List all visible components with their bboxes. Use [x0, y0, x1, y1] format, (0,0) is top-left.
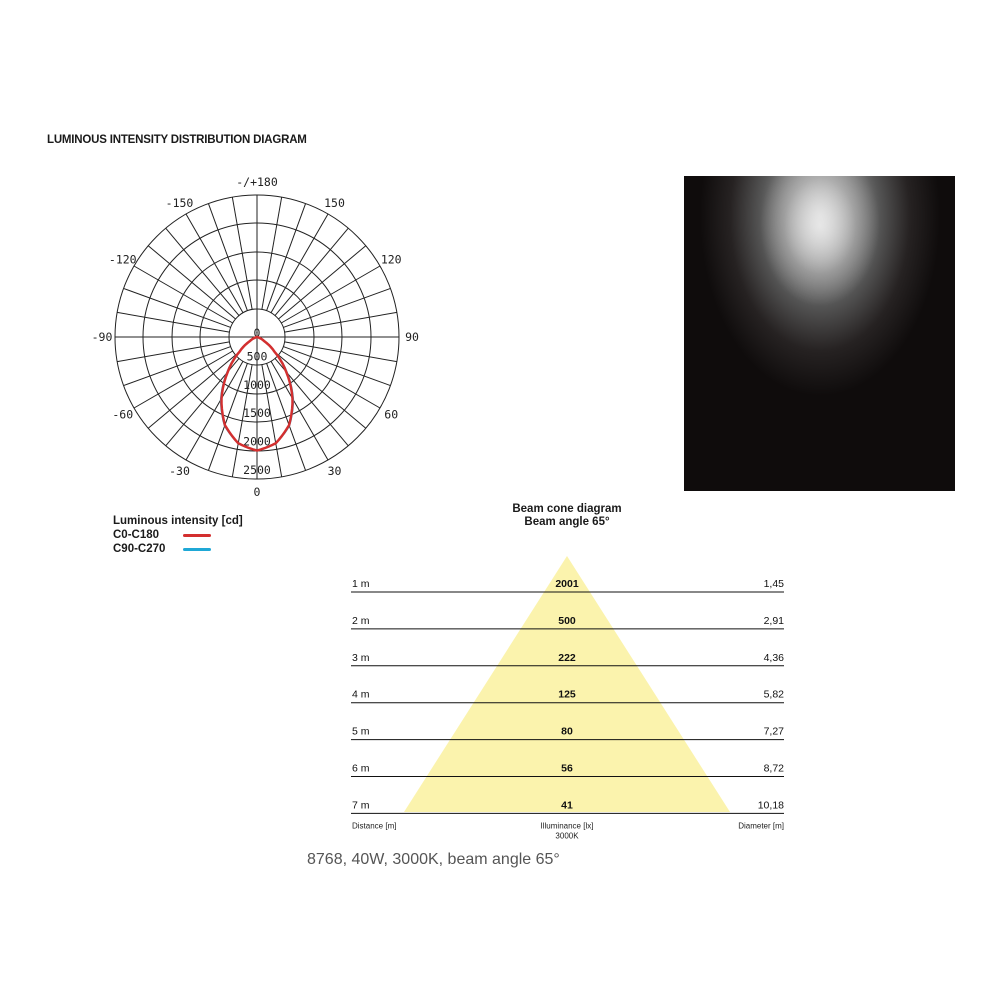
diameter-value: 8,72 — [764, 763, 785, 775]
distance-header: Distance [m] — [352, 821, 396, 830]
polar-spoke — [207, 203, 248, 311]
cone-row: 4 m 125 5,82 — [351, 689, 785, 704]
distance-value: 3 m — [352, 652, 370, 664]
illuminance-value: 41 — [561, 799, 573, 811]
cone-subtitle: Beam angle 65° — [524, 516, 610, 528]
polar-spoke — [207, 363, 248, 471]
distance-value: 5 m — [352, 726, 370, 738]
diameter-value: 1,45 — [764, 578, 785, 590]
angle-label: 60 — [384, 408, 398, 422]
polar-spoke — [147, 354, 236, 429]
angle-label: -/+180 — [236, 175, 278, 189]
polar-spoke — [280, 350, 381, 409]
illuminance-value: 80 — [561, 726, 573, 738]
polar-spoke — [284, 341, 397, 363]
diameter-value: 4,36 — [764, 652, 785, 664]
distance-value: 2 m — [352, 615, 370, 627]
illuminance-value: 500 — [558, 615, 576, 627]
illuminance-value: 222 — [558, 652, 576, 664]
polar-spoke — [266, 363, 307, 471]
polar-spoke — [270, 213, 329, 314]
polar-spoke — [185, 213, 244, 314]
diameter-value: 5,82 — [764, 689, 785, 701]
angle-label: -150 — [166, 196, 194, 210]
beam-cone — [404, 556, 730, 812]
polar-spoke — [266, 203, 307, 311]
polar-spoke — [261, 197, 283, 310]
cct-label: 3000K — [555, 831, 579, 840]
angle-label: 120 — [381, 253, 402, 267]
radial-label: 2500 — [243, 463, 271, 477]
diameter-value: 7,27 — [764, 726, 785, 738]
diameter-header: Diameter [m] — [738, 821, 784, 830]
cone-title: Beam cone diagram Beam angle 65° — [467, 503, 667, 529]
legend: Luminous intensity [cd] C0-C180 C90-C270 — [113, 514, 243, 556]
legend-title: Luminous intensity [cd] — [113, 515, 243, 527]
legend-label: C0-C180 — [113, 529, 160, 541]
angle-label: 30 — [328, 464, 342, 478]
cone-row: 1 m 2001 1,45 — [351, 578, 785, 593]
polar-spoke — [123, 287, 231, 328]
intensity-curve-c0-c180 — [220, 335, 294, 452]
illuminance-header: Illuminance [lx] — [541, 821, 594, 830]
illuminance-value: 56 — [561, 763, 573, 775]
cone-row: 6 m 56 8,72 — [351, 763, 784, 777]
angle-label: -30 — [169, 464, 190, 478]
distance-value: 7 m — [352, 799, 370, 811]
cone-row: 3 m 222 4,36 — [351, 652, 785, 667]
legend-label: C90-C270 — [113, 543, 166, 555]
radial-label: 2000 — [243, 435, 271, 449]
polar-spoke — [270, 360, 329, 461]
distance-value: 4 m — [352, 689, 370, 701]
polar-spoke — [283, 346, 391, 387]
radial-label: 500 — [247, 349, 268, 363]
polar-spoke — [284, 311, 397, 333]
polar-spoke — [278, 354, 367, 429]
angle-label: -120 — [109, 253, 137, 267]
polar-spoke — [133, 265, 234, 324]
polar-spoke — [133, 350, 234, 409]
polar-spoke — [123, 346, 231, 387]
angle-label: 0 — [254, 485, 261, 499]
legend-swatch-blue — [183, 547, 211, 551]
polar-spoke — [231, 197, 253, 310]
angle-label: 90 — [405, 330, 419, 344]
cone-row: 2 m 500 2,91 — [351, 615, 785, 630]
legend-item-c0: C0-C180 — [113, 528, 243, 542]
legend-swatch-red — [183, 533, 211, 537]
polar-spoke — [117, 341, 230, 363]
diameter-value: 2,91 — [764, 615, 785, 627]
legend-item-c90: C90-C270 — [113, 542, 243, 556]
angle-label: 150 — [324, 196, 345, 210]
distance-value: 6 m — [352, 763, 370, 775]
polar-spoke — [280, 265, 381, 324]
polar-spoke — [261, 364, 283, 477]
cone-title-text: Beam cone diagram — [512, 503, 622, 515]
polar-spoke — [185, 360, 244, 461]
polar-spoke — [165, 227, 240, 316]
polar-spoke — [274, 227, 349, 316]
polar-spoke — [278, 245, 367, 320]
angle-label: -60 — [112, 408, 133, 422]
illuminance-value: 125 — [558, 689, 576, 701]
radial-label: 1500 — [243, 406, 271, 420]
product-caption: 8768, 40W, 3000K, beam angle 65° — [307, 851, 560, 868]
polar-spoke — [283, 287, 391, 328]
illuminance-value: 2001 — [555, 578, 579, 590]
polar-spoke — [147, 245, 236, 320]
cone-row: 5 m 80 7,27 — [351, 726, 785, 741]
polar-spoke — [231, 364, 253, 477]
angle-label: -90 — [92, 330, 113, 344]
polar-spoke — [117, 311, 230, 333]
diameter-value: 10,18 — [758, 799, 784, 811]
radial-label: 1000 — [243, 378, 271, 392]
radial-label: 0 — [254, 326, 261, 340]
diagram-title: LUMINOUS INTENSITY DISTRIBUTION DIAGRAM — [47, 134, 307, 146]
beam-photo-glow — [684, 176, 955, 491]
cone-row: 7 m 41 10,18 — [351, 799, 784, 814]
distance-value: 1 m — [352, 578, 370, 590]
